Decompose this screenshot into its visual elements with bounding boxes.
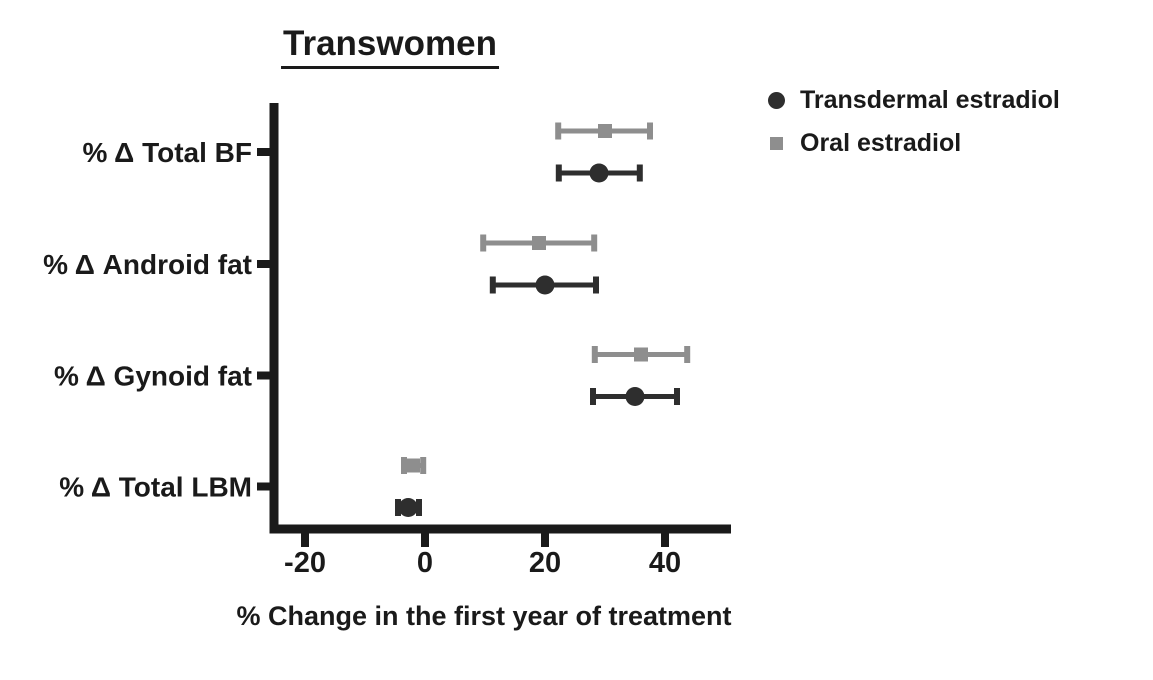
legend-label-oral: Oral estradiol [800,128,962,157]
x-tick-label: 40 [649,547,681,579]
data-point-circle [398,498,418,517]
data-point-circle [535,275,555,295]
x-axis-label: % Change in the first year of treatment [236,601,732,631]
data-point-square [634,347,648,362]
data-point-square [406,458,420,473]
legend-item-transdermal: Transdermal estradiol [768,84,1060,116]
category-label: % Δ Android fat [43,249,252,280]
data-point-circle [589,163,609,183]
legend: Transdermal estradiol Oral estradiol [768,84,1060,159]
circle-marker-icon [768,91,785,109]
x-tick-label: 20 [529,547,561,579]
category-label: % Δ Total BF [83,137,252,168]
legend-item-oral: Oral estradiol [768,127,1060,159]
legend-label-transdermal: Transdermal estradiol [800,85,1060,114]
category-label: % Δ Gynoid fat [54,361,252,392]
data-point-square [532,236,546,250]
data-point-square [598,124,612,138]
square-marker-icon [770,136,783,150]
x-tick-label: -20 [284,547,326,579]
chart-title: Transwomen [281,24,499,69]
data-point-circle [625,387,645,406]
category-label: % Δ Total LBM [59,472,252,503]
x-tick-label: 0 [417,547,433,579]
